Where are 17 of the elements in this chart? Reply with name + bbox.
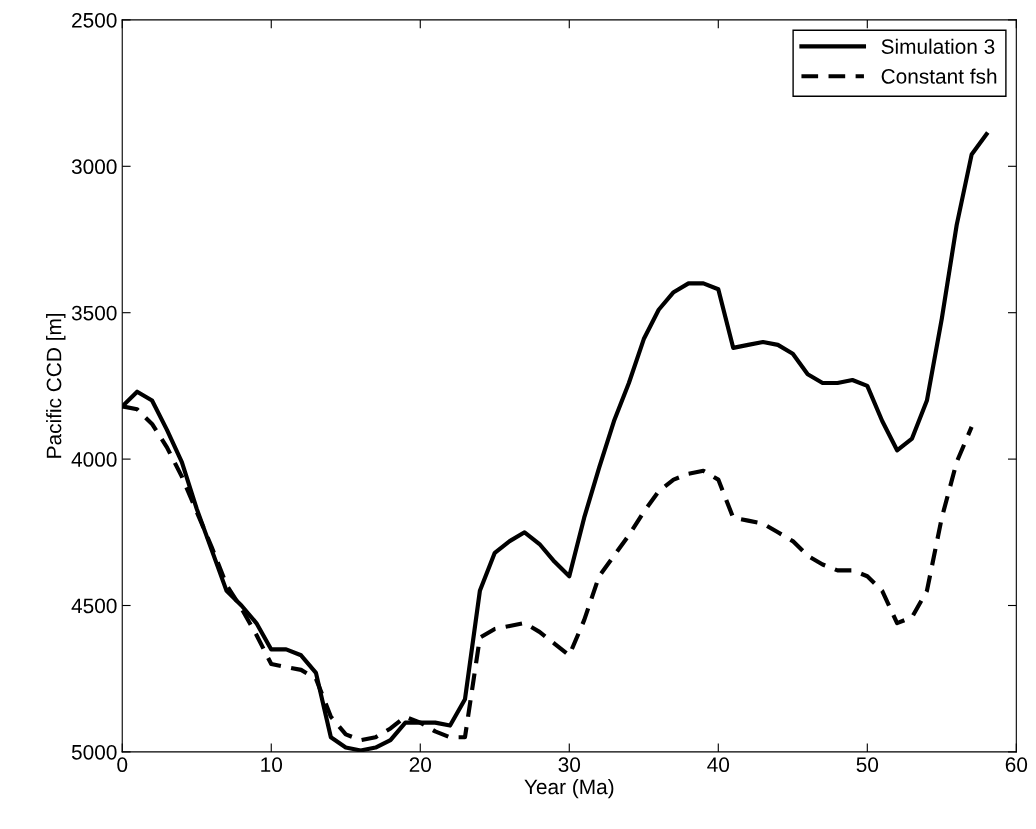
x-tick-label: 50: [856, 757, 879, 773]
x-axis-title: Year (Ma): [524, 778, 614, 799]
y-tick-label: 2500: [72, 12, 117, 28]
y-tick-label: 4000: [71, 452, 117, 467]
y-tick-label: 5000: [71, 744, 117, 760]
x-tick-label: 20: [409, 757, 432, 773]
y-axis-title: Pacific CCD [m]: [46, 313, 66, 458]
y-tick-label: 4500: [71, 598, 117, 614]
y-tick-label: 3000: [71, 159, 117, 175]
x-tick-label: 40: [707, 757, 730, 773]
y-tick-label: 3500: [71, 305, 117, 321]
legend-label: Constant fsh: [881, 68, 997, 84]
x-tick-label: 30: [558, 757, 581, 773]
x-tick-label: 10: [261, 757, 283, 773]
legend-label: Simulation 3: [881, 38, 995, 54]
x-tick-label: 60: [1005, 757, 1028, 773]
x-tick-label: 0: [117, 757, 128, 773]
